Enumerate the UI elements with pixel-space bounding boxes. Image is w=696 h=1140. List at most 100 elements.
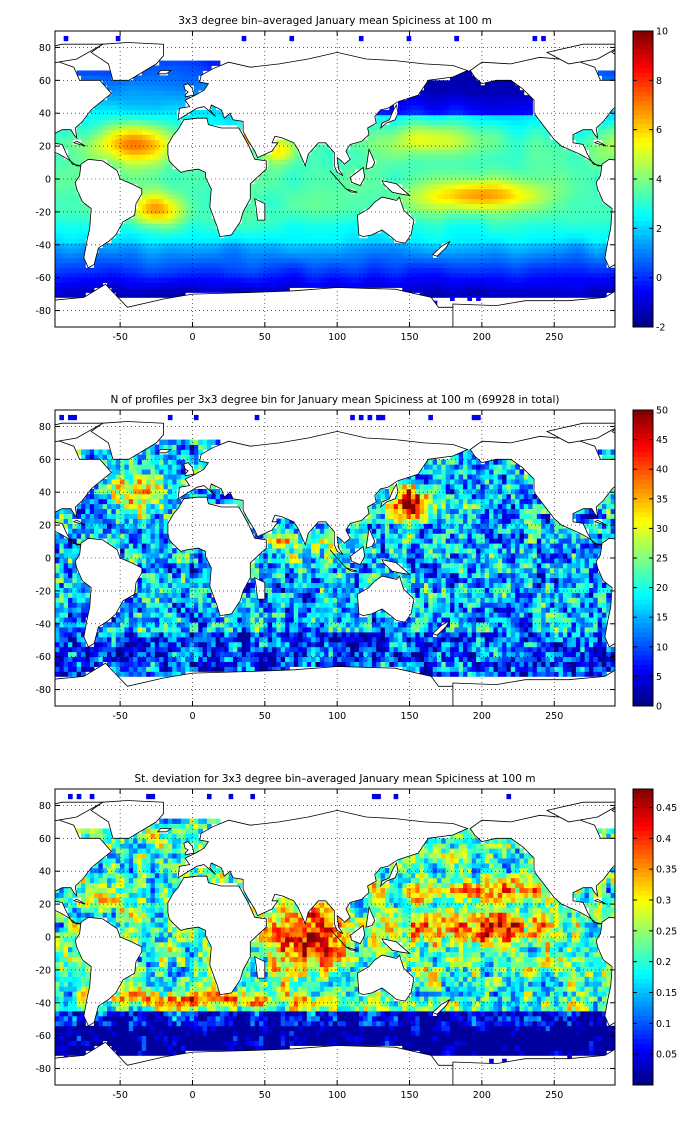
heatmap-cell bbox=[102, 479, 108, 485]
heatmap-cell bbox=[484, 154, 490, 160]
heatmap-cell bbox=[72, 651, 78, 658]
heatmap-cell bbox=[445, 80, 451, 86]
heatmap-cell bbox=[137, 267, 143, 274]
colorbar-segment bbox=[633, 123, 653, 129]
heatmap-cell bbox=[497, 80, 503, 86]
heatmap-cell bbox=[293, 282, 299, 288]
heatmap-cell bbox=[159, 198, 164, 205]
heatmap-cell bbox=[185, 218, 190, 224]
heatmap-cell bbox=[180, 253, 186, 259]
heatmap-cell bbox=[107, 464, 112, 470]
heatmap-cell bbox=[59, 228, 65, 234]
heatmap-cell bbox=[580, 282, 586, 288]
heatmap-cell bbox=[502, 174, 507, 180]
heatmap-cell bbox=[76, 267, 82, 274]
heatmap-cell bbox=[68, 169, 73, 175]
heatmap-cell bbox=[63, 671, 69, 677]
heatmap-cell bbox=[437, 114, 442, 121]
heatmap-cell bbox=[580, 243, 586, 249]
heatmap-cell bbox=[206, 65, 212, 71]
heatmap-cell bbox=[68, 651, 73, 658]
heatmap-cell bbox=[463, 262, 468, 269]
heatmap-cell bbox=[55, 666, 60, 672]
heatmap-cell bbox=[302, 257, 308, 264]
heatmap-cell bbox=[397, 129, 403, 135]
heatmap-cell bbox=[55, 139, 60, 145]
heatmap-cell bbox=[445, 159, 451, 165]
heatmap-cell bbox=[597, 248, 603, 254]
heatmap-cell bbox=[72, 193, 78, 200]
heatmap-cell bbox=[68, 139, 73, 145]
heatmap-cell bbox=[267, 174, 273, 180]
heatmap-cell bbox=[111, 656, 117, 662]
heatmap-cell bbox=[124, 503, 130, 510]
heatmap-cell bbox=[298, 267, 303, 274]
heatmap-cell bbox=[146, 228, 151, 234]
heatmap-cell bbox=[124, 223, 130, 229]
heatmap-cell bbox=[189, 75, 195, 81]
heatmap-cell bbox=[428, 105, 434, 111]
heatmap-cell bbox=[115, 617, 121, 623]
heatmap-cell bbox=[437, 262, 442, 269]
heatmap-cell bbox=[515, 154, 520, 160]
heatmap-cell bbox=[263, 179, 269, 185]
heatmap-cell bbox=[272, 188, 277, 195]
heatmap-cell bbox=[180, 292, 186, 298]
heatmap-cell bbox=[315, 154, 321, 160]
heatmap-cell bbox=[150, 100, 156, 106]
heatmap-cell bbox=[610, 149, 615, 155]
heatmap-cell bbox=[597, 262, 603, 269]
heatmap-cell bbox=[428, 262, 434, 269]
heatmap-cell bbox=[584, 144, 590, 150]
heatmap-cell bbox=[506, 124, 512, 131]
heatmap-cell bbox=[467, 213, 473, 219]
heatmap-cell bbox=[133, 129, 138, 135]
heatmap-cell bbox=[554, 193, 559, 200]
heatmap-cell bbox=[428, 129, 434, 135]
heatmap-cell bbox=[428, 95, 434, 101]
heatmap-cell bbox=[293, 169, 299, 175]
heatmap-cell bbox=[571, 228, 577, 234]
heatmap-cell bbox=[128, 129, 134, 135]
heatmap-cell bbox=[480, 109, 486, 116]
heatmap-cell bbox=[128, 597, 134, 603]
heatmap-cell bbox=[489, 139, 494, 145]
heatmap-cell bbox=[489, 124, 494, 131]
heatmap-cell bbox=[437, 193, 442, 200]
heatmap-cell bbox=[137, 632, 143, 638]
heatmap-cell bbox=[319, 228, 325, 234]
heatmap-cell bbox=[198, 218, 203, 224]
heatmap-cell bbox=[72, 622, 78, 628]
heatmap-cell bbox=[128, 656, 134, 662]
heatmap-cell bbox=[167, 238, 173, 244]
colorbar-segment bbox=[633, 225, 653, 231]
heatmap-cell bbox=[285, 272, 290, 279]
heatmap-cell bbox=[597, 164, 603, 170]
heatmap-cell bbox=[428, 154, 434, 160]
heatmap-cell bbox=[289, 233, 295, 239]
heatmap-cell bbox=[484, 248, 490, 254]
heatmap-cell bbox=[584, 282, 590, 288]
heatmap-cell bbox=[232, 282, 238, 288]
heatmap-cell bbox=[172, 203, 177, 209]
heatmap-cell bbox=[111, 119, 117, 126]
heatmap-cell bbox=[319, 248, 325, 254]
heatmap-cell bbox=[345, 233, 351, 239]
heatmap-cell bbox=[354, 272, 360, 279]
heatmap-cell bbox=[259, 228, 264, 234]
heatmap-cell bbox=[150, 159, 156, 165]
heatmap-cell bbox=[102, 636, 108, 643]
heatmap-cell bbox=[528, 169, 533, 175]
heatmap-cell bbox=[267, 262, 273, 269]
heatmap-cell bbox=[94, 134, 99, 140]
heatmap-cell bbox=[406, 134, 412, 140]
heatmap-cell bbox=[415, 139, 421, 145]
heatmap-cell bbox=[137, 646, 143, 653]
heatmap-cell bbox=[562, 183, 568, 190]
heatmap-cell bbox=[415, 119, 421, 126]
heatmap-cell bbox=[180, 238, 186, 244]
heatmap-cell bbox=[72, 282, 78, 288]
heatmap-cell bbox=[567, 203, 572, 209]
heatmap-cell bbox=[115, 257, 121, 264]
heatmap-cell bbox=[562, 253, 568, 259]
